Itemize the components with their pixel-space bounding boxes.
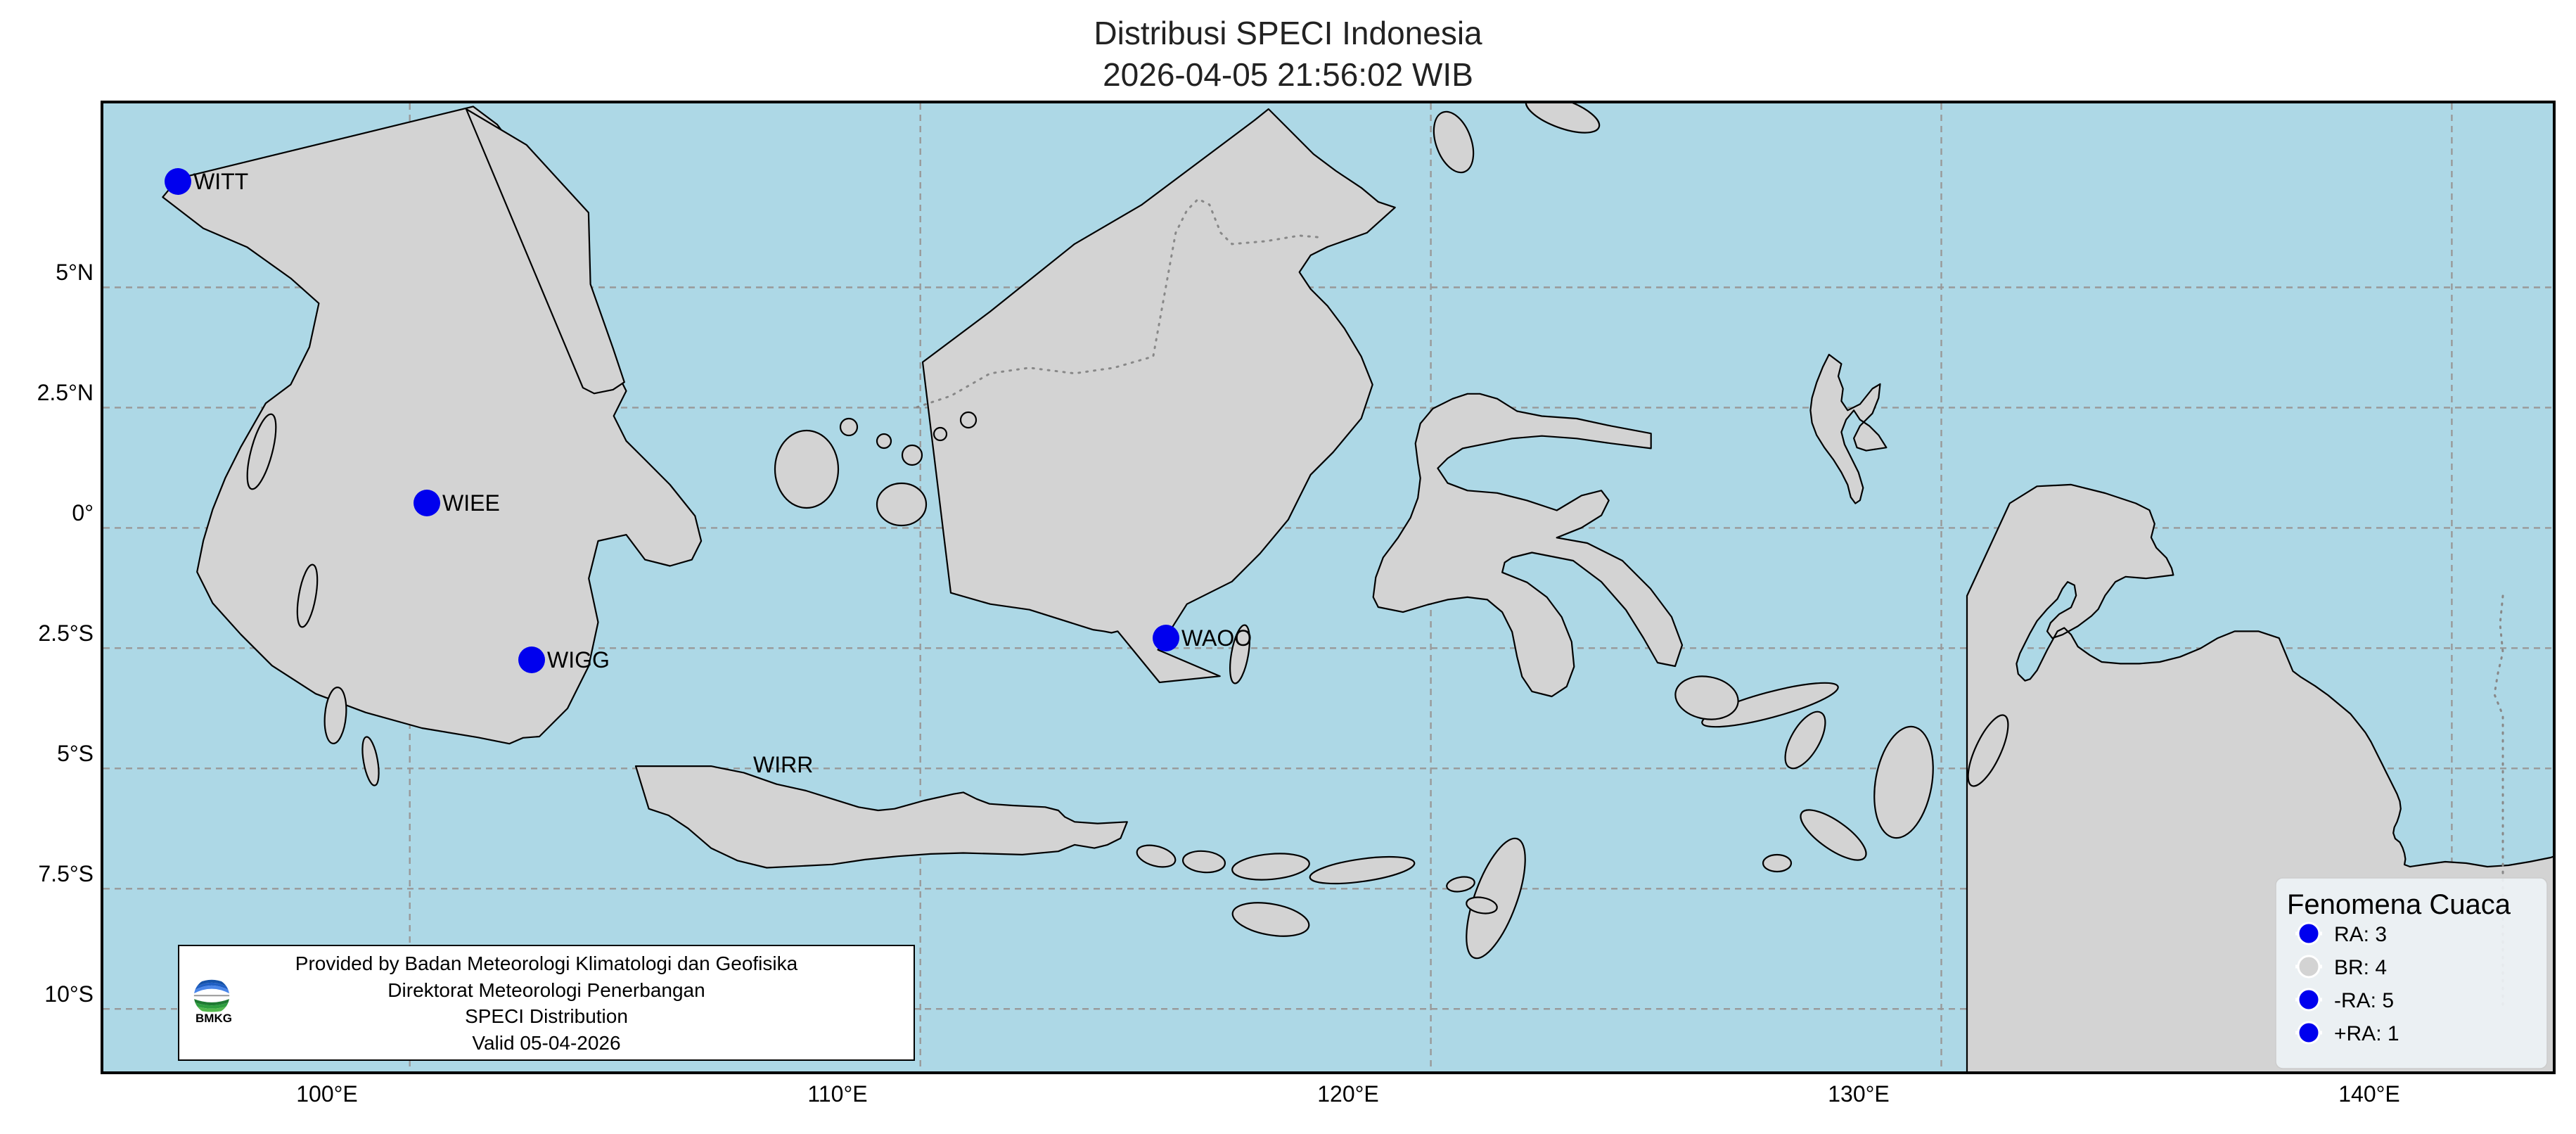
svg-text:RA: 3: RA: 3 bbox=[2334, 923, 2387, 946]
svg-text:-RA: 5: -RA: 5 bbox=[2334, 989, 2394, 1012]
svg-text:Fenomena Cuaca: Fenomena Cuaca bbox=[2287, 889, 2511, 920]
svg-text:WITT: WITT bbox=[193, 169, 248, 194]
svg-text:WIRR: WIRR bbox=[753, 752, 813, 777]
svg-text:BR: 4: BR: 4 bbox=[2334, 956, 2387, 979]
svg-text:WIEE: WIEE bbox=[442, 490, 500, 516]
svg-text:+RA: 1: +RA: 1 bbox=[2334, 1022, 2399, 1045]
svg-text:WAOO: WAOO bbox=[1181, 625, 1252, 651]
svg-text:WIGG: WIGG bbox=[547, 647, 610, 673]
